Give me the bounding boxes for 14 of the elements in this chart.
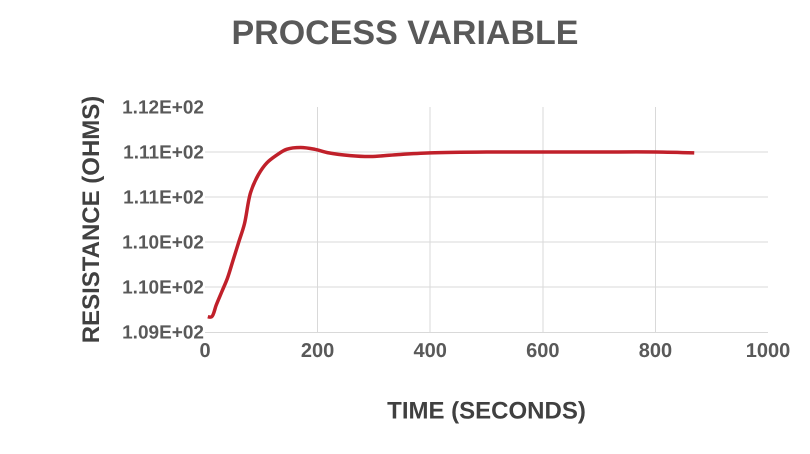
y-tick-label: 1.10E+02	[122, 232, 204, 254]
x-tick-label: 200	[300, 340, 334, 362]
chart-title: PROCESS VARIABLE	[232, 14, 578, 52]
x-tick-label: 400	[414, 340, 447, 362]
y-axis-title: RESISTANCE (OHMS)	[78, 96, 106, 344]
y-tick-label: 1.11E+02	[123, 142, 204, 164]
x-tick-label: 1000	[746, 340, 790, 362]
x-axis-title: TIME (SECONDS)	[387, 397, 586, 424]
y-tick-label: 1.12E+02	[122, 98, 204, 119]
x-tick-label: 800	[638, 340, 672, 362]
line-series	[206, 146, 696, 318]
x-tick-label: 600	[526, 340, 560, 362]
y-tick-label: 1.10E+02	[122, 278, 204, 299]
y-tick-label: 1.11E+02	[123, 188, 204, 209]
